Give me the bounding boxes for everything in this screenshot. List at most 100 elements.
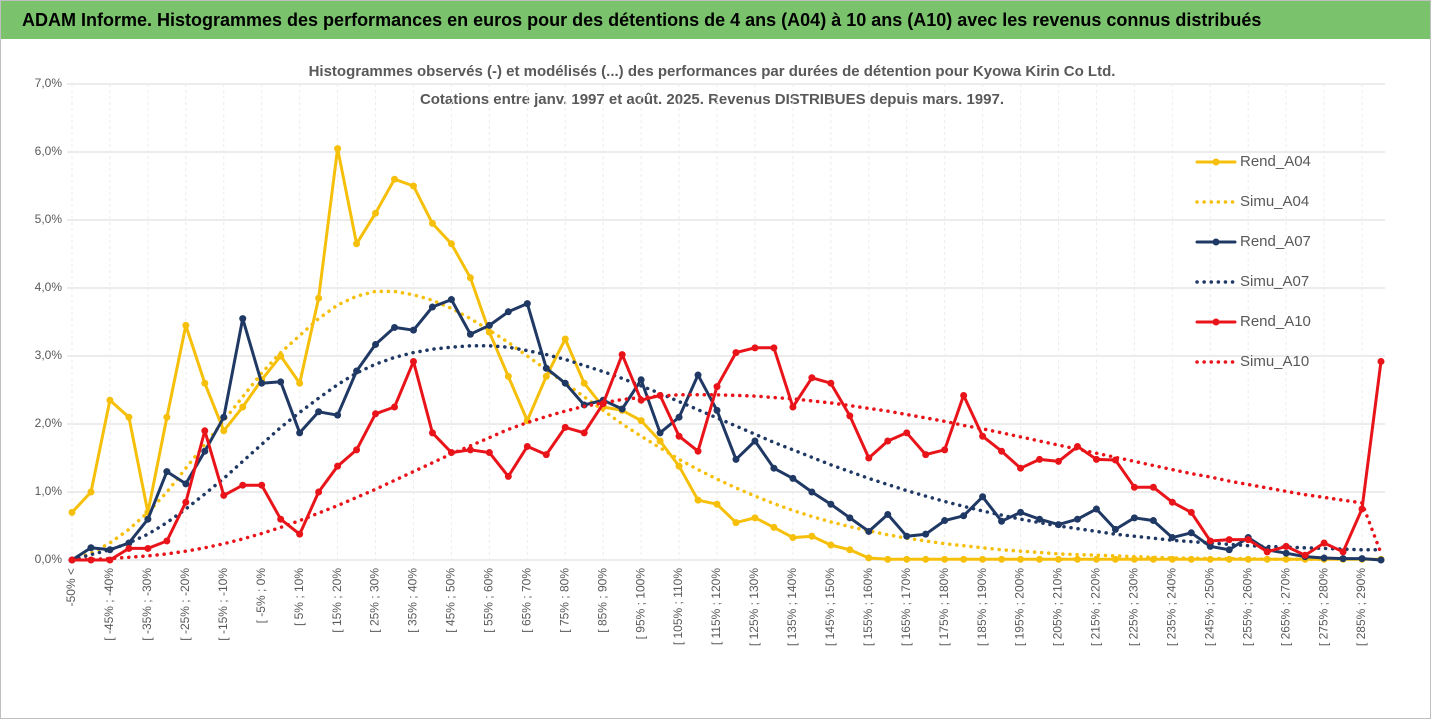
series-marker bbox=[163, 537, 171, 545]
series-marker bbox=[296, 379, 304, 387]
series-marker bbox=[485, 321, 493, 329]
x-tick-label: [ 65% ; 70% bbox=[519, 568, 533, 633]
series-marker bbox=[258, 379, 266, 387]
y-tick-label: 3,0% bbox=[35, 348, 63, 362]
x-tick-label: [ -35% ; -30% bbox=[140, 568, 154, 641]
series-marker bbox=[353, 240, 361, 248]
series-marker bbox=[694, 371, 702, 379]
series-marker bbox=[637, 376, 645, 384]
series-marker bbox=[409, 326, 417, 334]
x-tick-label: [ 115% ; 120% bbox=[709, 568, 723, 645]
x-tick-label: [ 275% ; 280% bbox=[1316, 568, 1330, 646]
legend-label: Simu_A07 bbox=[1240, 273, 1309, 290]
series-marker bbox=[1036, 555, 1044, 563]
legend-marker bbox=[1212, 318, 1220, 326]
chart-title: Histogrammes observés (-) et modélisés (… bbox=[309, 63, 1116, 80]
legend-label: Rend_A10 bbox=[1240, 313, 1311, 330]
series-marker bbox=[751, 437, 759, 445]
series-marker bbox=[941, 555, 949, 563]
series-marker bbox=[182, 480, 190, 488]
series-marker bbox=[941, 517, 949, 525]
y-tick-label: 0,0% bbox=[35, 552, 63, 566]
series-marker bbox=[523, 442, 531, 450]
series-marker bbox=[808, 532, 816, 540]
series-marker bbox=[656, 437, 664, 445]
series-marker bbox=[979, 493, 987, 501]
series-marker bbox=[789, 403, 797, 411]
series-marker bbox=[220, 491, 228, 499]
series-marker bbox=[1092, 505, 1100, 513]
series-marker bbox=[391, 403, 399, 411]
series-marker bbox=[732, 455, 740, 463]
series-marker bbox=[542, 372, 550, 380]
series-marker bbox=[125, 544, 133, 552]
series-marker bbox=[504, 372, 512, 380]
legend-label: Simu_A04 bbox=[1240, 193, 1309, 210]
x-tick-label: [ 85% ; 90% bbox=[595, 568, 609, 633]
series-marker bbox=[580, 429, 588, 437]
x-tick-label: [ 155% ; 160% bbox=[861, 568, 875, 646]
y-tick-label: 1,0% bbox=[35, 484, 63, 498]
series-marker bbox=[182, 321, 190, 329]
series-marker bbox=[770, 344, 778, 352]
x-tick-label: [ 35% ; 40% bbox=[406, 568, 420, 633]
series-marker bbox=[713, 383, 721, 391]
series-marker bbox=[808, 488, 816, 496]
x-tick-label: [ 165% ; 170% bbox=[899, 568, 913, 646]
x-tick-label: -50% < bbox=[64, 568, 78, 606]
series-marker bbox=[1036, 515, 1044, 523]
series-marker bbox=[372, 209, 380, 217]
series-marker bbox=[334, 411, 342, 419]
x-tick-label: [ -45% ; -40% bbox=[102, 568, 116, 641]
x-tick-label: [ 15% ; 20% bbox=[330, 568, 344, 633]
y-tick-label: 5,0% bbox=[35, 212, 63, 226]
x-tick-label: [ 225% ; 230% bbox=[1127, 568, 1141, 646]
series-marker bbox=[1320, 539, 1328, 547]
series-marker bbox=[618, 405, 626, 413]
series-marker bbox=[447, 240, 455, 248]
series-marker bbox=[1017, 464, 1025, 472]
series-marker bbox=[201, 379, 209, 387]
series-marker bbox=[1377, 556, 1385, 564]
y-tick-label: 2,0% bbox=[35, 416, 63, 430]
series-marker bbox=[960, 391, 968, 399]
series-marker bbox=[277, 352, 285, 360]
series-marker bbox=[561, 335, 569, 343]
series-line bbox=[70, 346, 1383, 562]
series-marker bbox=[884, 510, 892, 518]
x-tick-label: [ 55% ; 60% bbox=[482, 568, 496, 633]
series-marker bbox=[68, 508, 76, 516]
x-tick-label: [ 125% ; 130% bbox=[747, 568, 761, 646]
series-marker bbox=[846, 514, 854, 522]
series-marker bbox=[732, 349, 740, 357]
series-marker bbox=[239, 403, 247, 411]
x-tick-label: [ 265% ; 270% bbox=[1278, 568, 1292, 646]
series-marker bbox=[561, 379, 569, 387]
series-marker bbox=[1206, 537, 1214, 545]
chart-subtitle: Cotations entre janv. 1997 et août. 2025… bbox=[420, 91, 1004, 108]
series-marker bbox=[713, 500, 721, 508]
series-marker bbox=[447, 296, 455, 304]
series-marker bbox=[713, 406, 721, 414]
series-marker bbox=[277, 515, 285, 523]
series-marker bbox=[789, 534, 797, 542]
series-marker bbox=[258, 481, 266, 489]
series-marker bbox=[637, 417, 645, 425]
series-marker bbox=[542, 451, 550, 459]
series-marker bbox=[903, 532, 911, 540]
series-marker bbox=[1339, 548, 1347, 556]
series-marker bbox=[580, 379, 588, 387]
series-marker bbox=[922, 530, 930, 538]
series-marker bbox=[903, 429, 911, 437]
series-marker bbox=[789, 474, 797, 482]
y-tick-label: 6,0% bbox=[35, 144, 63, 158]
series-marker bbox=[428, 429, 436, 437]
series-marker bbox=[694, 496, 702, 504]
series-marker bbox=[504, 308, 512, 316]
x-tick-label: [ 285% ; 290% bbox=[1354, 568, 1368, 646]
series-marker bbox=[1054, 555, 1062, 563]
series-marker bbox=[334, 145, 342, 153]
x-tick-label: [ 145% ; 150% bbox=[823, 568, 837, 646]
